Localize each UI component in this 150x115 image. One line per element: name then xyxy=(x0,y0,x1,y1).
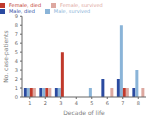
svg-text:5: 5 xyxy=(15,49,18,55)
svg-text:6: 6 xyxy=(15,40,18,46)
svg-text:7: 7 xyxy=(15,31,18,37)
svg-text:0: 0 xyxy=(15,94,18,100)
svg-text:2: 2 xyxy=(44,100,47,106)
svg-text:8: 8 xyxy=(137,100,140,106)
svg-text:8: 8 xyxy=(15,22,18,28)
svg-text:4: 4 xyxy=(15,58,18,64)
svg-text:3: 3 xyxy=(15,67,18,73)
svg-text:1: 1 xyxy=(15,85,18,91)
svg-text:No. case-patients: No. case-patients xyxy=(8,30,10,82)
svg-text:Decade of life: Decade of life xyxy=(63,109,105,115)
svg-text:6: 6 xyxy=(106,100,109,106)
svg-text:5: 5 xyxy=(90,100,93,106)
svg-text:1: 1 xyxy=(28,100,31,106)
svg-text:2: 2 xyxy=(15,76,18,82)
svg-text:7: 7 xyxy=(121,100,124,106)
svg-text:9: 9 xyxy=(15,13,18,19)
svg-text:4: 4 xyxy=(75,100,78,106)
svg-text:3: 3 xyxy=(59,100,62,106)
